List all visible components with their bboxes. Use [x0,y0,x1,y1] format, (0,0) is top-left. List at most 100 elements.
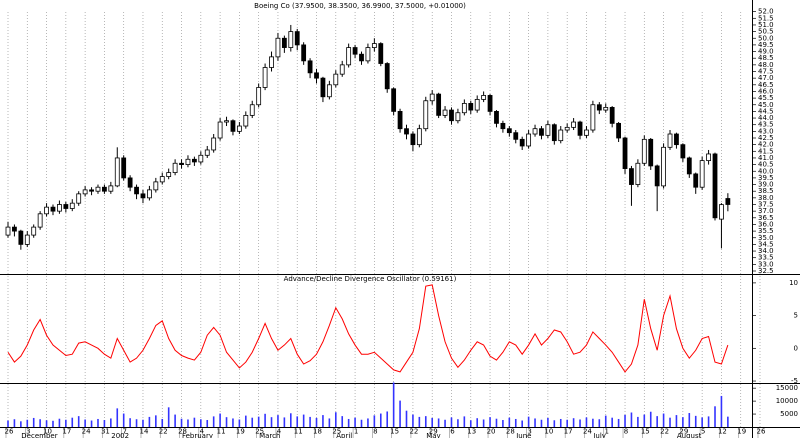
y-tick-label: 44.0 [758,114,774,122]
volume-bar [469,420,472,427]
x-tick-label: 4 [277,428,282,436]
volume-bar [52,420,54,427]
candle-body [191,158,197,163]
volume-bar [174,414,176,427]
candle-body [204,149,210,156]
y-tick-label: 33.5 [758,254,774,262]
x-tick-label: 25 [332,428,341,436]
volume-bar [540,419,543,427]
y-tick-label: 41.5 [758,147,774,155]
volume-bar [309,416,311,427]
volume-bar [495,418,498,427]
y-tick-label: 32.5 [758,267,774,275]
month-label: July [592,432,606,438]
volume-bar [90,420,93,427]
candle-body [609,107,615,124]
volume-bar [720,395,723,427]
x-tick-label: 3 [527,428,531,436]
candle-body [699,160,705,188]
candle-body [37,213,43,228]
y-tick-label: 51.0 [758,21,774,29]
candle-body [635,162,641,185]
candle-body [31,226,37,236]
volume-bar [277,415,279,427]
x-tick-label: 18 [313,428,322,436]
volume-bar [373,415,376,427]
x-tick-label: 28 [178,428,187,436]
x-tick-label: 5 [701,428,705,436]
volume-bar [232,418,234,427]
candle-body [455,112,461,122]
volume-bar [727,416,729,427]
x-tick-label: 10 [544,428,553,436]
y-tick-label: 47.5 [758,68,774,76]
y-tick-label: 34.0 [758,247,774,255]
y-tick-label: 49.5 [758,41,774,49]
y-tick-label: 10000 [776,397,798,405]
volume-bar [489,417,491,427]
price-title: Boeing Co (37.9500, 38.3500, 36.9900, 37… [254,2,466,10]
volume-bar [161,418,164,427]
candle-body [102,186,107,192]
x-tick-label: 6 [450,428,455,436]
y-tick-label: 48.0 [758,61,774,69]
y-tick-label: 44.5 [758,107,774,115]
volume-bar [579,419,581,427]
candle-body [18,230,24,245]
candle-body [661,146,666,187]
volume-bar [450,417,453,427]
candle-body [57,204,62,212]
y-tick-label: 38.5 [758,187,774,195]
candle-body [326,84,332,98]
candle-body [539,128,544,136]
volume-bar [694,415,697,427]
volume-bar [26,419,29,427]
x-tick-label: 22 [409,428,418,436]
volume-bar [122,413,125,427]
candle-body [641,138,647,164]
candle-body [352,47,358,55]
candle-body [551,124,557,142]
candle-body [185,158,191,165]
y-tick-label: 50.5 [758,28,774,36]
candle-body [513,132,519,140]
y-tick-label: 46.0 [758,87,774,95]
candle-body [198,154,204,163]
candle-body [147,189,152,199]
month-label: 2002 [111,432,129,438]
volume-bar [553,420,556,427]
y-tick-label: 39.5 [758,174,774,182]
x-tick-label: 11 [217,428,226,436]
volume-bar [649,411,652,427]
candle-body [307,60,313,74]
candle-body [506,128,512,134]
candle-body [281,37,287,48]
x-tick-label: 14 [140,428,149,436]
x-tick-label: 1 [354,428,358,436]
volume-bar [84,419,86,427]
candle-body [320,77,326,98]
candle-body [82,189,88,195]
volume-bar [135,419,138,427]
volume-bar [360,419,363,427]
x-tick-label: 20 [487,428,496,436]
candle-body [686,157,692,175]
volume-bar [238,419,241,427]
candle-body [719,204,724,220]
volume-bar [444,419,446,427]
candle-body [89,189,94,192]
volume-bar [482,419,485,427]
candle-body [95,186,101,192]
y-tick-label: 41.0 [758,154,774,162]
candle-body [63,204,69,209]
y-tick-label: 40.0 [758,167,774,175]
y-tick-label: 0 [794,344,798,352]
candle-body [481,95,487,100]
month-label: February [182,432,213,438]
candle-body [487,95,493,112]
volume-bar [20,421,22,427]
volume-bar [367,418,369,427]
volume-bar [97,418,99,427]
